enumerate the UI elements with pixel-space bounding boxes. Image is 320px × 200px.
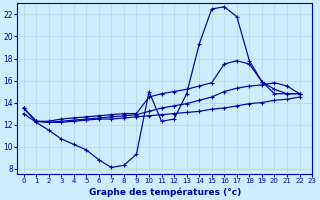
X-axis label: Graphe des températures (°c): Graphe des températures (°c) bbox=[89, 187, 241, 197]
